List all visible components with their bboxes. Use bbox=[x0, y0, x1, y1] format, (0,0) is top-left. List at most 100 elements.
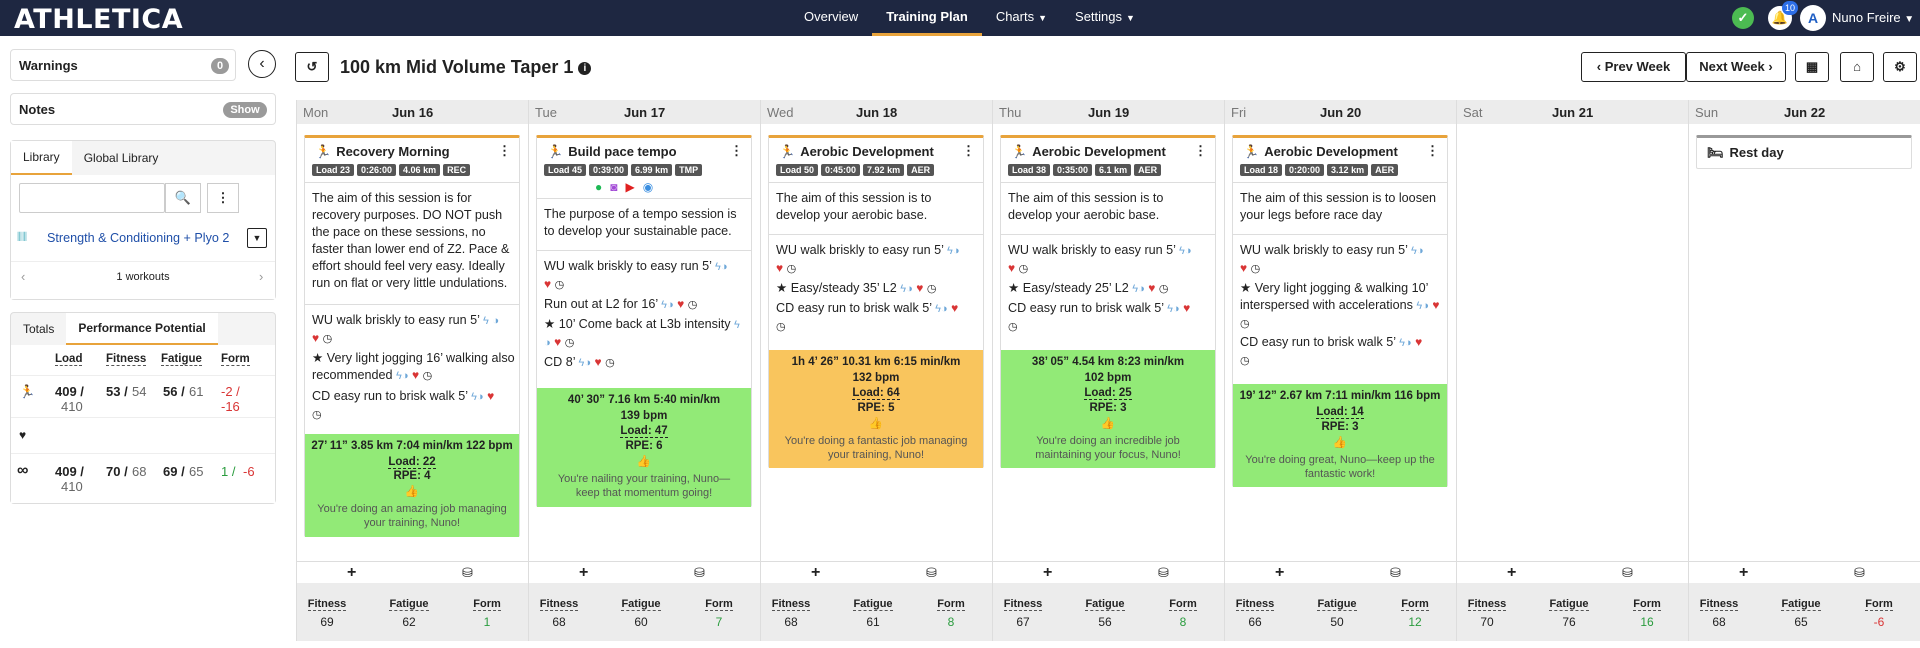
notes-show-toggle[interactable]: Show bbox=[223, 102, 267, 118]
library-search-input[interactable] bbox=[19, 183, 165, 213]
workout-card[interactable]: 🏃 Build pace tempo ⋮ Load 45 0:39:00 6.99… bbox=[536, 135, 752, 507]
header-fatigue: Fatigue bbox=[161, 353, 202, 366]
notes-label: Notes bbox=[19, 102, 56, 117]
step-text: WU walk briskly to easy run 5’ bbox=[312, 313, 480, 327]
database-icon[interactable]: ⛁ bbox=[462, 565, 473, 580]
stat-fitness: Fitness 68 bbox=[529, 595, 589, 629]
home-button[interactable]: ⌂ bbox=[1840, 52, 1874, 82]
result-load: Load: 64 bbox=[852, 387, 900, 400]
history-icon: ↺ bbox=[306, 59, 318, 74]
stat-form: Form 7 bbox=[689, 595, 749, 629]
clock-icon: ◷ bbox=[1158, 283, 1169, 295]
collapse-sidebar-button[interactable]: ‹ bbox=[248, 50, 276, 78]
more-icon[interactable]: ⋮ bbox=[1194, 143, 1207, 158]
notes-panel[interactable]: Notes Show bbox=[10, 93, 276, 125]
tab-totals[interactable]: Totals bbox=[23, 322, 55, 336]
app-logo[interactable]: ATHLETICA bbox=[14, 4, 184, 35]
nav-charts[interactable]: Charts ▼ bbox=[982, 0, 1061, 36]
history-button[interactable]: ↺ bbox=[295, 52, 329, 82]
workout-description: The purpose of a tempo session is to dev… bbox=[544, 207, 737, 238]
add-workout-button[interactable]: + bbox=[1043, 564, 1053, 581]
prev-week-button[interactable]: ‹ Prev Week bbox=[1581, 52, 1686, 82]
day-header: Wed Jun 18 bbox=[761, 100, 993, 124]
database-icon[interactable]: ⛁ bbox=[926, 565, 937, 580]
day-header: Sat Jun 21 bbox=[1457, 100, 1689, 124]
chip-load: Load 23 bbox=[312, 164, 355, 176]
workout-card[interactable]: 🏃 Aerobic Development ⋮ Load 18 0:20:00 3… bbox=[1232, 135, 1448, 487]
result-rpe: RPE: 6 bbox=[625, 440, 663, 452]
performance-tabs: Totals Performance Potential bbox=[11, 313, 218, 345]
more-icon[interactable]: ⋮ bbox=[498, 143, 511, 158]
more-icon[interactable]: ⋮ bbox=[730, 143, 743, 158]
database-icon[interactable]: ⛁ bbox=[1158, 565, 1169, 580]
calendar-button[interactable]: ▦ bbox=[1795, 52, 1829, 82]
tab-performance-potential[interactable]: Performance Potential bbox=[66, 313, 218, 345]
main-nav: Overview Training Plan Charts ▼ Settings ▼ bbox=[790, 0, 1149, 36]
result-rpe: RPE: 3 bbox=[1321, 421, 1359, 433]
broadcast-icon[interactable]: ◉ bbox=[642, 180, 662, 194]
workout-description: The aim of this session is to develop yo… bbox=[776, 191, 932, 222]
add-workout-button[interactable]: + bbox=[1739, 564, 1749, 581]
more-icon[interactable]: ⋮ bbox=[1426, 143, 1439, 158]
database-icon[interactable]: ⛁ bbox=[1390, 565, 1401, 580]
nav-training-plan[interactable]: Training Plan bbox=[872, 0, 982, 36]
performance-panel: Totals Performance Potential Load Fitnes… bbox=[10, 312, 276, 504]
gauge-icon: ◑ bbox=[544, 337, 551, 349]
day-weekday: Tue bbox=[535, 105, 557, 120]
workout-card[interactable]: 🏃 Recovery Morning ⋮ Load 23 0:26:00 4.06… bbox=[304, 135, 520, 537]
more-icon[interactable]: ⋮ bbox=[962, 143, 975, 158]
info-icon[interactable]: i bbox=[578, 61, 592, 75]
rest-day-card[interactable]: 🛏 Rest day bbox=[1696, 135, 1912, 169]
day-header: Thu Jun 19 bbox=[993, 100, 1225, 124]
add-workout-button[interactable]: + bbox=[811, 564, 821, 581]
bolt-icon: ϟ◑ bbox=[661, 299, 674, 311]
heart-icon: ♥ bbox=[916, 281, 924, 295]
chip-load: Load 45 bbox=[544, 164, 587, 176]
add-workout-button[interactable]: + bbox=[1275, 564, 1285, 581]
workout-card[interactable]: 🏃 Aerobic Development ⋮ Load 38 0:35:00 6… bbox=[1000, 135, 1216, 468]
user-menu[interactable]: Nuno Freire ▼ bbox=[1832, 10, 1920, 25]
database-icon[interactable]: ⛁ bbox=[1622, 565, 1633, 580]
clock-icon: ◷ bbox=[1240, 355, 1250, 367]
add-workout-button[interactable]: + bbox=[579, 564, 589, 581]
warnings-count-badge: 0 bbox=[211, 58, 229, 74]
plan-title: 100 km Mid Volume Taper 1 i bbox=[340, 57, 592, 78]
database-icon[interactable]: ⛁ bbox=[1854, 565, 1865, 580]
check-status-icon[interactable]: ✓ bbox=[1732, 7, 1754, 29]
spotify-icon[interactable]: ● bbox=[595, 180, 611, 194]
add-workout-button[interactable]: + bbox=[1507, 564, 1517, 581]
warnings-panel[interactable]: Warnings 0 bbox=[10, 49, 236, 81]
step-text: WU walk briskly to easy run 5’ bbox=[544, 259, 712, 273]
day-date: Jun 19 bbox=[1088, 105, 1130, 120]
step-text: 10’ Come back at L3b intensity bbox=[558, 317, 731, 331]
stat-label: Fitness bbox=[539, 598, 579, 611]
tab-global-library[interactable]: Global Library bbox=[83, 151, 159, 165]
result-metrics: 38’ 05” 4.54 km 8:23 min/km bbox=[1031, 356, 1185, 368]
library-more-button[interactable]: ⋮ bbox=[207, 183, 239, 213]
podcast-icon[interactable]: ◙ bbox=[610, 180, 626, 194]
tab-library[interactable]: Library bbox=[11, 141, 72, 175]
nav-overview[interactable]: Overview bbox=[804, 9, 859, 24]
chip-type: AER bbox=[1371, 164, 1399, 176]
library-item[interactable]: ⫴⫴ Strength & Conditioning + Plyo 2 ▼ bbox=[11, 223, 275, 253]
stat-value: 68 bbox=[784, 615, 798, 629]
stat-value: 66 bbox=[1248, 615, 1262, 629]
youtube-icon[interactable]: ▶ bbox=[625, 180, 643, 194]
chevron-left-icon[interactable]: ‹ bbox=[21, 269, 26, 284]
heartbeat-icon: ♥ bbox=[19, 428, 27, 442]
database-icon[interactable]: ⛁ bbox=[694, 565, 705, 580]
add-workout-button[interactable]: + bbox=[347, 564, 357, 581]
workout-card[interactable]: 🏃 Aerobic Development ⋮ Load 50 0:45:00 7… bbox=[768, 135, 984, 468]
nav-settings[interactable]: Settings ▼ bbox=[1061, 0, 1149, 36]
workout-result: 1h 4’ 26” 10.31 km 6:15 min/km 132 bpm L… bbox=[769, 350, 983, 468]
workout-step: CD easy run to brisk walk 5’ ϟ◑ ♥ ◷ bbox=[776, 300, 981, 336]
next-week-button[interactable]: Next Week › bbox=[1686, 52, 1786, 82]
stat-fitness: Fitness 68 bbox=[1689, 595, 1749, 629]
stat-fatigue: Fatigue 61 bbox=[843, 595, 903, 629]
chevron-right-icon[interactable]: › bbox=[259, 269, 264, 284]
avatar[interactable]: A bbox=[1800, 5, 1826, 31]
item-dropdown-button[interactable]: ▼ bbox=[247, 228, 267, 248]
settings-button[interactable]: ⚙ bbox=[1883, 52, 1917, 82]
search-button[interactable]: 🔍 bbox=[165, 183, 201, 213]
workout-result: 40’ 30” 7.16 km 5:40 min/km 139 bpm Load… bbox=[537, 388, 751, 507]
